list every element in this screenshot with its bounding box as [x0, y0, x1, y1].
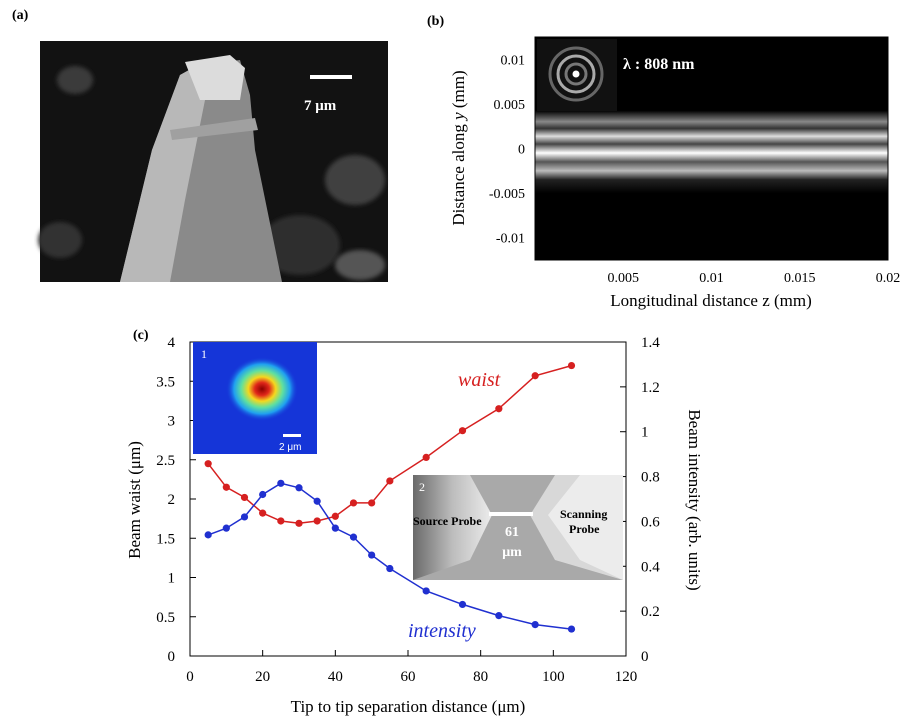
waist-data-point — [331, 512, 339, 520]
scanning-probe-label-2: Probe — [569, 522, 600, 536]
waist-data-point — [259, 509, 267, 517]
y-tick-label: 4 — [168, 335, 176, 351]
sem-scale-bar — [310, 75, 352, 79]
x-tick-label: 20 — [255, 669, 270, 685]
panel-b-y-label: Distance along y (mm) — [449, 70, 468, 225]
waist-data-point — [349, 499, 358, 507]
panel-b-y-tick-label: 0.01 — [501, 53, 526, 68]
waist-data-point — [386, 477, 394, 485]
x-tick-label: 100 — [542, 669, 565, 685]
panel-b-y-tick-label: 0 — [518, 143, 525, 158]
panel-b-y-tick-label: 0.005 — [494, 98, 526, 113]
y2-tick-label: 0.6 — [641, 514, 660, 530]
panel-b-x-tick-label: 0.01 — [699, 271, 724, 286]
intensity-data-point — [331, 524, 339, 532]
panel-b-x-tick-label: 0.005 — [608, 271, 640, 286]
y-tick-label: 3 — [168, 414, 176, 430]
x-tick-label: 80 — [473, 669, 488, 685]
panel-a-label: (a) — [12, 8, 29, 23]
intensity-series-label: intensity — [408, 620, 476, 642]
x-tick-label: 120 — [615, 669, 638, 685]
scanning-probe-label-1: Scanning — [560, 507, 607, 521]
intensity-data-point — [368, 551, 376, 559]
x-tick-label: 40 — [328, 669, 343, 685]
waist-data-point — [531, 372, 539, 380]
y2-tick-label: 0 — [641, 649, 649, 665]
waist-series-label: waist — [458, 369, 501, 391]
y2-tick-label: 1.2 — [641, 380, 660, 396]
waist-data-point — [222, 483, 230, 491]
waist-data-point — [313, 517, 321, 525]
intensity-data-point — [222, 524, 230, 532]
y-tick-label: 0 — [168, 649, 176, 665]
gap-unit: μm — [502, 545, 522, 560]
panel-c-y2-label: Beam intensity (arb. units) — [685, 409, 704, 590]
beam-spot-inset — [193, 342, 317, 454]
mode-pattern-inset — [537, 39, 617, 111]
sem-image — [38, 41, 388, 282]
waist-data-point — [458, 427, 467, 435]
waist-data-point — [295, 519, 303, 527]
y-tick-label: 1.5 — [156, 531, 175, 547]
sem-scale-label: 7 μm — [304, 98, 337, 114]
waist-data-point — [368, 499, 376, 507]
intensity-data-point — [349, 533, 358, 541]
y-tick-label: 2.5 — [156, 453, 175, 469]
intensity-data-point — [204, 531, 212, 539]
y-tick-label: 3.5 — [156, 374, 175, 390]
waist-data-point — [495, 405, 503, 413]
waist-data-point — [240, 493, 249, 502]
panel-b-y-ticks: 0.01 0.005 0 -0.005 -0.01 — [489, 53, 525, 246]
inset1-index: 1 — [201, 347, 207, 361]
y2-tick-label: 1 — [641, 425, 649, 441]
intensity-data-point — [531, 621, 539, 629]
y2-tick-label: 0.4 — [641, 559, 660, 575]
panel-b-label: (b) — [427, 14, 444, 29]
panel-b-y-tick-label: -0.01 — [496, 232, 525, 247]
intensity-series-line — [207, 482, 572, 630]
intensity-data-point — [567, 625, 576, 633]
panel-c-ticks: 0 20 40 60 80 100 12000.511.522.533.5400.20.40… — [156, 335, 660, 685]
intensity-data-point — [422, 587, 430, 595]
panel-b-x-tick-label: 0.015 — [784, 271, 816, 286]
intensity-data-point — [313, 497, 321, 505]
panel-c-series — [204, 361, 576, 633]
intensity-data-point — [240, 513, 249, 521]
panel-b-x-tick-label: 0.02 — [876, 271, 901, 286]
inset2-index: 2 — [419, 480, 425, 494]
intensity-data-point — [277, 479, 285, 487]
intensity-data-point — [495, 612, 503, 620]
y-tick-label: 1 — [168, 571, 176, 587]
x-tick-label: 0 — [186, 669, 194, 685]
waist-data-point — [567, 361, 576, 370]
panel-b-y-tick-label: -0.005 — [489, 187, 525, 202]
panel-c-y-label: Beam waist (μm) — [125, 441, 144, 559]
y2-tick-label: 0.8 — [641, 470, 660, 486]
probes-inset — [413, 475, 623, 580]
panel-c-x-label: Tip to tip separation distance (μm) — [291, 697, 526, 716]
y-tick-label: 0.5 — [156, 610, 175, 626]
panel-b-x-ticks: 0.005 0.01 0.015 0.02 — [608, 271, 901, 286]
wavelength-label: λ : 808 nm — [623, 56, 695, 73]
waist-data-point — [204, 460, 212, 468]
gap-value: 61 — [505, 525, 519, 540]
waist-data-point — [277, 517, 285, 525]
intensity-data-point — [386, 564, 394, 573]
x-tick-label: 60 — [401, 669, 416, 685]
panel-c-label: (c) — [133, 328, 149, 343]
intensity-data-point — [259, 490, 267, 499]
intensity-data-point — [295, 484, 303, 492]
panel-b-x-label: Longitudinal distance z (mm) — [610, 291, 812, 310]
y2-tick-label: 1.4 — [641, 335, 660, 351]
y-tick-label: 2 — [168, 492, 176, 508]
y2-tick-label: 0.2 — [641, 604, 660, 620]
waist-data-point — [422, 453, 430, 461]
intensity-data-point — [458, 600, 467, 609]
inset1-scale-label: 2 μm — [279, 442, 301, 453]
source-probe-label: Source Probe — [413, 514, 482, 528]
